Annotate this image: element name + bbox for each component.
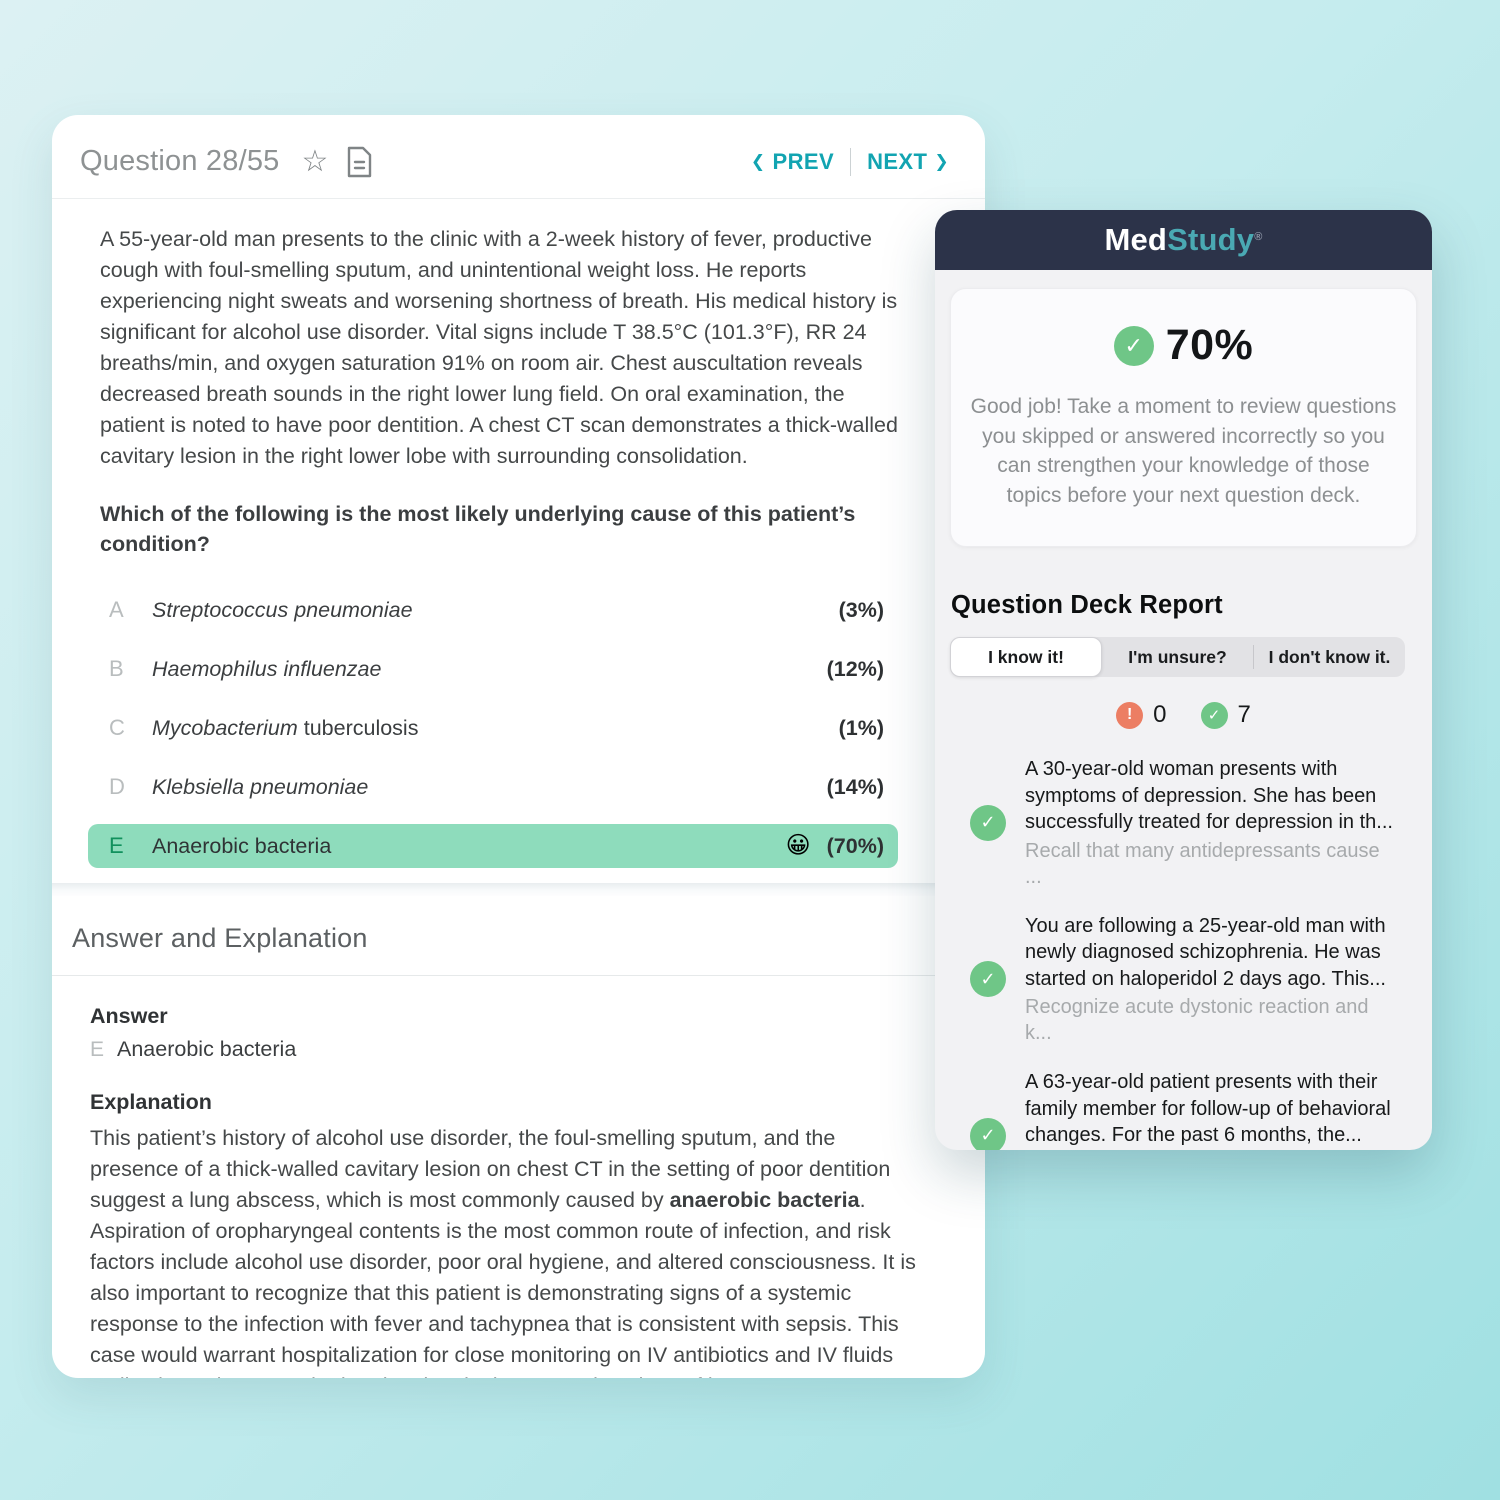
report-item-title: A 63-year-old patient presents with thei… [1025, 1071, 1391, 1146]
option-percent: (12%) [826, 656, 884, 681]
option-percent: (3%) [838, 597, 884, 622]
option-text: Klebsiella pneumoniae [152, 774, 369, 799]
option-text: Anaerobic bacteria [152, 833, 332, 858]
question-section: Question 28/55 ☆ ❮ PREV NEXT ❯ [52, 115, 985, 868]
question-header: Question 28/55 ☆ ❮ PREV NEXT ❯ [52, 115, 985, 198]
report-item[interactable]: ✓ A 30-year-old woman presents with symp… [935, 756, 1432, 890]
answer-option-d[interactable]: D Klebsiella pneumoniae (14%) [88, 765, 898, 809]
report-item[interactable]: ✓ A 63-year-old patient presents with th… [935, 1069, 1432, 1150]
answer-letter: E [90, 1037, 105, 1061]
score-counts: ! 0 ✓ 7 [935, 701, 1432, 729]
question-nav: ❮ PREV NEXT ❯ [751, 147, 949, 176]
report-item-title: You are following a 25-year-old man with… [1025, 914, 1386, 990]
score-card: ✓ 70% Good job! Take a moment to review … [950, 288, 1417, 547]
option-letter: C [109, 715, 125, 740]
registered-mark: ® [1254, 231, 1263, 243]
question-counter: Question 28/55 [80, 145, 280, 177]
explanation-paragraph: This patient’s history of alcohol use di… [90, 1126, 916, 1378]
medstudy-logo: MedStudy® [1104, 222, 1263, 257]
answer-option-b[interactable]: B Haemophilus influenzae (12%) [88, 647, 898, 691]
answer-text: Anaerobic bacteria [117, 1037, 297, 1061]
option-percent: (14%) [826, 774, 884, 799]
report-item-title: A 30-year-old woman presents with sympto… [1025, 758, 1393, 833]
report-item-subtitle: Recall that many antidepressants cause .… [1025, 839, 1380, 888]
score-percent: 70% [1165, 321, 1254, 369]
option-text: Haemophilus influenzae [152, 656, 382, 681]
report-list: ✓ A 30-year-old woman presents with symp… [935, 756, 1432, 1150]
report-item[interactable]: ✓ You are following a 25-year-old man wi… [935, 913, 1432, 1047]
correct-check-icon: ✓ [970, 961, 1006, 998]
report-title: Question Deck Report [951, 591, 1223, 619]
score-message: Good job! Take a moment to review questi… [970, 395, 1397, 507]
answer-explanation-section: Answer and Explanation Answer E Anaerobi… [52, 896, 985, 1378]
explanation-label: Explanation [90, 1090, 212, 1114]
chevron-right-icon: ❯ [934, 151, 949, 171]
prev-button[interactable]: ❮ PREV [751, 149, 834, 175]
header-divider [52, 198, 985, 199]
option-letter: B [109, 656, 124, 681]
option-text: Mycobacterium tuberculosis [152, 715, 419, 740]
correct-count: 7 [1237, 701, 1251, 728]
next-label: NEXT [867, 148, 928, 174]
score-row: ✓ 70% [969, 321, 1398, 370]
grinning-face-emoji: 😀 [785, 832, 811, 859]
card-seam [52, 883, 985, 896]
correct-check-icon: ✓ [970, 1117, 1006, 1150]
correct-check-icon: ✓ [970, 804, 1006, 841]
report-item-subtitle: Recognize acute dystonic reaction and k.… [1025, 996, 1369, 1044]
report-tabs: I know it! I'm unsure? I don't know it. [950, 637, 1405, 677]
incorrect-count: 0 [1153, 701, 1167, 728]
report-item-text: A 63-year-old patient presents with thei… [1025, 1069, 1394, 1150]
option-letter: D [109, 774, 125, 799]
next-button[interactable]: NEXT ❯ [867, 149, 949, 175]
notes-document-icon[interactable] [346, 146, 372, 178]
option-percent: (1%) [838, 715, 884, 740]
question-prompt: Which of the following is the most likel… [100, 502, 856, 556]
prev-label: PREV [772, 148, 835, 174]
answer-explanation-content: Answer E Anaerobic bacteria Explanation … [52, 976, 985, 1378]
nav-divider [850, 147, 852, 176]
answer-label: Answer [90, 1004, 168, 1028]
answer-explanation-title: Answer and Explanation [72, 923, 368, 953]
answer-option-c[interactable]: C Mycobacterium tuberculosis (1%) [88, 706, 898, 750]
tab-im-unsure[interactable]: I'm unsure? [1102, 637, 1253, 677]
tab-i-dont-know-it[interactable]: I don't know it. [1254, 637, 1405, 677]
bookmark-star-icon[interactable]: ☆ [301, 144, 329, 178]
question-stem: A 55-year-old man presents to the clinic… [100, 227, 898, 468]
tab-divider [1253, 645, 1254, 669]
incorrect-alert-icon: ! [1116, 701, 1144, 729]
tab-i-know-it[interactable]: I know it! [950, 637, 1102, 677]
option-letter: A [109, 597, 124, 622]
section-divider [52, 975, 985, 976]
report-item-text: A 30-year-old woman presents with sympto… [1025, 756, 1394, 890]
option-percent: (70%) [826, 833, 884, 858]
success-check-icon: ✓ [1113, 325, 1154, 366]
results-panel: MedStudy® ✓ 70% Good job! Take a moment … [935, 210, 1432, 1150]
answer-option-a[interactable]: A Streptococcus pneumoniae (3%) [88, 588, 898, 632]
medstudy-header: MedStudy® [935, 210, 1432, 270]
question-card: Question 28/55 ☆ ❮ PREV NEXT ❯ [52, 115, 985, 1378]
answer-options: A Streptococcus pneumoniae (3%) B Haemop… [88, 588, 898, 868]
answer-option-e-selected[interactable]: E Anaerobic bacteria 😀 (70%) [88, 824, 898, 868]
correct-answer-line: E Anaerobic bacteria [90, 1037, 919, 1062]
option-letter: E [109, 833, 124, 858]
option-text: Streptococcus pneumoniae [152, 597, 413, 622]
chevron-left-icon: ❮ [750, 151, 766, 171]
report-item-text: You are following a 25-year-old man with… [1025, 913, 1394, 1047]
correct-check-icon: ✓ [1200, 701, 1228, 729]
